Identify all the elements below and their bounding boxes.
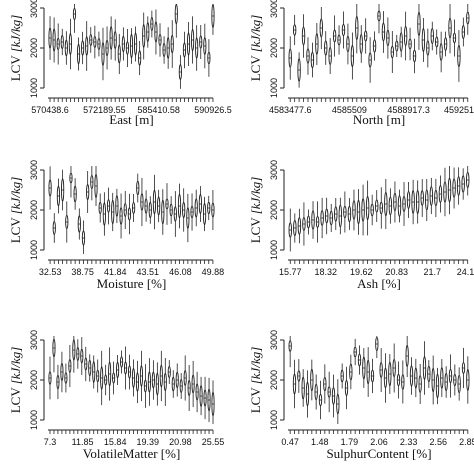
x-axis-label: SulphurContent [%] (326, 446, 431, 461)
y-axis-label: LCV [kJ/kg] (248, 177, 263, 244)
y-axis-label-unit: [kJ/kg] (8, 347, 23, 385)
y-tick-label: 1000 (29, 78, 39, 98)
x-tick-label: 1.79 (341, 437, 359, 447)
x-axis-label: North [m] (353, 112, 405, 127)
x-axis-label-name: SulphurContent (326, 446, 412, 461)
y-tick-label: 1000 (29, 410, 39, 430)
x-tick-label: 2.33 (400, 437, 418, 447)
x-tick-label: 7.3 (44, 437, 57, 447)
x-tick-label: 2.85 (459, 437, 474, 447)
x-tick-label: 572189.55 (83, 105, 126, 115)
y-axis-label-name: LCV (8, 52, 23, 81)
x-tick-label: 49.88 (202, 267, 225, 277)
x-tick-label: 32.53 (39, 267, 62, 277)
panel-4: 1000 2000 3000 LCV [kJ/kg] 7.3 11.85 15.84 19.3… (8, 330, 224, 461)
y-axis-label: LCV [kJ/kg] (248, 347, 263, 414)
y-tick-label: 3000 (269, 330, 279, 350)
y-tick-label: 1000 (29, 240, 39, 260)
x-tick-label: 11.85 (72, 437, 94, 447)
x-tick-label: 4592515.61 (444, 105, 474, 115)
x-axis-label-unit: [%] (381, 276, 401, 291)
x-tick-label: 20.83 (385, 267, 408, 277)
x-axis-label-unit: [%] (412, 446, 432, 461)
x-axis-label-name: VolatileMatter (83, 446, 161, 461)
y-axis-label: LCV [kJ/kg] (8, 177, 23, 244)
y-axis-label: LCV [kJ/kg] (248, 15, 263, 82)
y-axis-label-unit: [kJ/kg] (8, 15, 23, 53)
x-tick-label: 4588917.3 (387, 105, 430, 115)
x-axis-label-unit: [%] (147, 276, 167, 291)
y-axis-label-unit: [kJ/kg] (248, 177, 263, 215)
y-axis-label: LCV [kJ/kg] (8, 15, 23, 82)
y-axis-label-name: LCV (248, 52, 263, 81)
x-tick-label: 585410.58 (137, 105, 180, 115)
x-tick-label: 21.7 (423, 267, 441, 277)
y-tick-label: 2000 (269, 370, 279, 390)
x-axis-label-name: East (109, 112, 135, 127)
panel-1: 1000 2000 3000 LCV [kJ/kg] 4583477.6 4585509 4… (248, 0, 474, 127)
x-tick-label: 570438.6 (31, 105, 69, 115)
y-tick-label: 3000 (29, 330, 39, 350)
y-tick-label: 1000 (269, 78, 279, 98)
x-tick-label: 43.51 (137, 267, 160, 277)
x-tick-label: 18.32 (314, 267, 337, 277)
y-tick-label: 2000 (269, 38, 279, 58)
y-tick-label: 2000 (29, 38, 39, 58)
x-tick-label: 1.48 (311, 437, 329, 447)
y-tick-label: 2000 (269, 200, 279, 220)
x-axis-label-name: Moisture (97, 276, 147, 291)
x-axis-label: VolatileMatter [%] (83, 446, 181, 461)
x-axis-label-unit: [m] (386, 112, 405, 127)
x-axis-label-name: Ash (357, 276, 381, 291)
y-axis-label-unit: [kJ/kg] (8, 177, 23, 215)
x-tick-label: 4585509 (332, 105, 367, 115)
y-axis-label-unit: [kJ/kg] (248, 15, 263, 53)
x-tick-label: 2.56 (429, 437, 447, 447)
x-tick-label: 590926.5 (194, 105, 232, 115)
y-tick-label: 2000 (29, 200, 39, 220)
panel-0: 1000 2000 3000 LCV [kJ/kg] 570438.6 572189.55… (8, 0, 232, 127)
x-tick-label: 15.77 (279, 267, 302, 277)
x-tick-label: 19.39 (137, 437, 160, 447)
y-axis-label-unit: [kJ/kg] (248, 347, 263, 385)
x-axis-label-unit: [m] (135, 112, 154, 127)
y-tick-label: 3000 (29, 0, 39, 18)
y-tick-label: 3000 (269, 160, 279, 180)
x-tick-label: 38.75 (71, 267, 94, 277)
y-tick-label: 2000 (29, 370, 39, 390)
x-axis-label: Ash [%] (357, 276, 401, 291)
x-tick-label: 2.06 (370, 437, 388, 447)
x-axis-label: East [m] (109, 112, 153, 127)
x-tick-label: 41.84 (104, 267, 127, 277)
x-tick-label: 24.11 (457, 267, 474, 277)
x-tick-label: 46.08 (169, 267, 192, 277)
y-tick-label: 1000 (269, 240, 279, 260)
panel-5: 1000 2000 3000 LCV [kJ/kg] 0.47 1.48 1.79 2.06 2… (248, 330, 474, 461)
y-axis-label: LCV [kJ/kg] (8, 347, 23, 414)
x-tick-label: 0.47 (281, 437, 299, 447)
x-tick-label: 20.98 (169, 437, 192, 447)
panel-3: 1000 2000 3000 LCV [kJ/kg] 15.77 18.32 19.62 20… (248, 160, 474, 291)
y-axis-label-name: LCV (8, 214, 23, 243)
x-axis-label-unit: [%] (161, 446, 181, 461)
x-tick-label: 25.55 (202, 437, 225, 447)
x-tick-label: 4583477.6 (269, 105, 312, 115)
x-axis-label-name: North (353, 112, 387, 127)
y-tick-label: 1000 (269, 410, 279, 430)
x-tick-label: 15.84 (104, 437, 127, 447)
y-tick-label: 3000 (269, 0, 279, 18)
y-axis-label-name: LCV (248, 384, 263, 413)
y-axis-label-name: LCV (248, 214, 263, 243)
x-axis-label: Moisture [%] (97, 276, 167, 291)
x-tick-label: 19.62 (350, 267, 373, 277)
y-tick-label: 3000 (29, 160, 39, 180)
panel-2: 1000 2000 3000 LCV [kJ/kg] 32.53 38.75 41.84 43… (8, 160, 224, 291)
y-axis-label-name: LCV (8, 384, 23, 413)
